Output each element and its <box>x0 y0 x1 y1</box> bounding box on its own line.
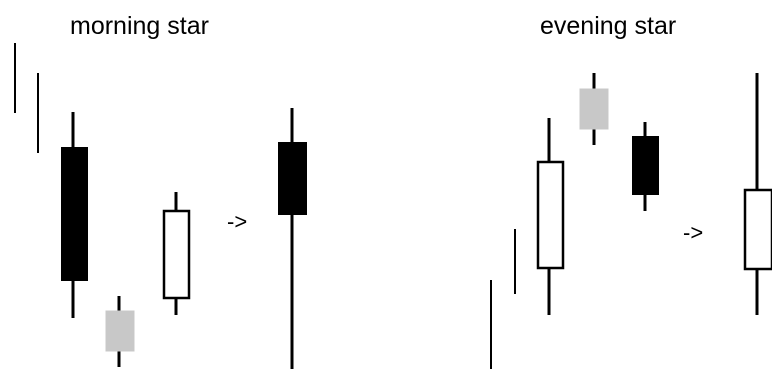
morning-arrow: -> <box>227 209 247 234</box>
evening-star-panel: evening star -> <box>490 12 772 369</box>
morning-result-candle <box>278 108 307 369</box>
morning-star-panel: morning star -> <box>14 12 307 369</box>
evening-result-candle <box>743 73 772 315</box>
morning-candle-bullish <box>162 192 191 315</box>
evening-star-title: evening star <box>540 12 676 40</box>
morning-star-title: morning star <box>70 12 209 40</box>
morning-candle-star <box>105 296 135 367</box>
evening-candle-bullish <box>536 118 565 315</box>
evening-candle-bearish <box>632 122 659 211</box>
evening-arrow: -> <box>683 220 703 245</box>
evening-candle-star <box>579 73 609 145</box>
morning-candle-bearish <box>61 112 88 318</box>
